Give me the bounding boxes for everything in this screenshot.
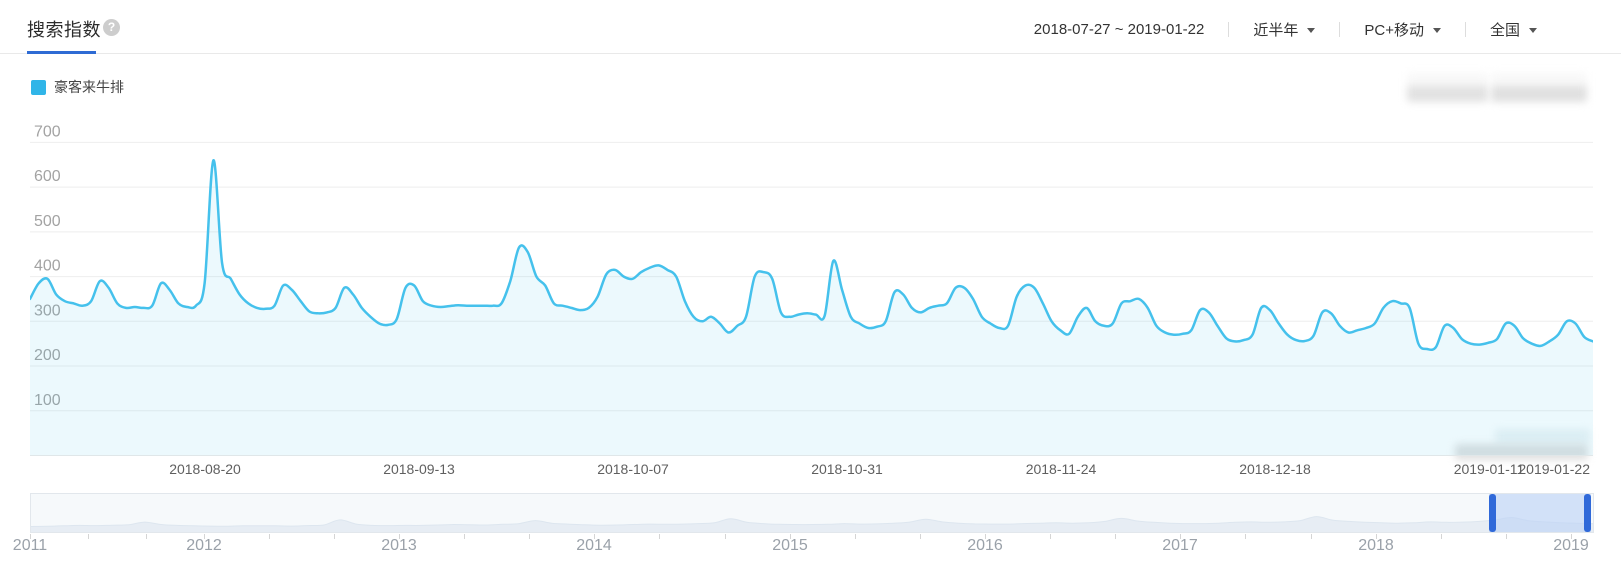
page-title: 搜索指数 [27,20,101,40]
legend-swatch [31,79,46,95]
timeline-year-label: 2011 [12,537,48,554]
brush-handle-right[interactable] [1584,494,1591,532]
chevron-down-icon [1432,28,1441,33]
timeline-tick [1310,534,1312,539]
date-range[interactable]: 2018-07-27 ~ 2019-01-22 [1033,21,1205,38]
filter-controls: 2018-07-27 ~ 2019-01-22 近半年 PC+移动 全国 [1034,19,1537,40]
svg-text:2019-01-22: 2019-01-22 [1518,461,1590,477]
platform-dropdown[interactable]: PC+移动 [1364,19,1441,40]
timeline-tick [1050,534,1051,539]
timeline-tick [1441,534,1442,539]
svg-text:2018-11-24: 2018-11-24 [1026,461,1097,477]
divider [1464,22,1466,37]
timeline-tick [1506,534,1507,539]
timeline-tick [399,534,400,539]
blurred-watermark [1495,429,1590,444]
svg-text:2019-01-11: 2019-01-11 [1454,461,1525,477]
timeline-tick [724,534,726,539]
svg-text:2018-10-07: 2018-10-07 [597,461,669,477]
svg-text:2018-10-31: 2018-10-31 [811,461,883,477]
header-separator [0,53,1621,54]
timeline-year-label: 2013 [381,537,417,554]
svg-text:2018-12-18: 2018-12-18 [1239,461,1311,477]
timeline-tick [146,534,147,539]
timeline-year-label: 2018 [1358,537,1394,554]
chevron-down-icon [1307,28,1316,33]
timeline-tick [269,534,270,539]
platform-label: PC+移动 [1364,22,1424,39]
active-tab-underline [27,51,96,54]
trend-chart-plot-area[interactable] [30,120,1593,456]
divider [1228,22,1230,37]
timeline-tick [1376,534,1377,539]
timeline-slider[interactable] [30,493,1594,533]
timeline-tick [985,534,986,539]
legend-label: 豪客来牛排 [54,79,124,95]
timeline-tick [1245,534,1247,539]
timeline-year-label: 2015 [772,537,808,554]
time-span-dropdown[interactable]: 近半年 [1253,19,1316,40]
timeline-tick [594,534,595,539]
timeline-tick [204,534,205,539]
timeline-tick [30,534,31,539]
blurred-block [1407,73,1488,102]
divider [1339,22,1341,37]
region-dropdown[interactable]: 全国 [1490,19,1537,40]
timeline-tick [529,534,530,539]
brush-handle-left[interactable] [1489,494,1496,532]
region-label: 全国 [1489,22,1520,39]
timeline-tick [920,534,921,539]
timeline-tick [88,534,89,539]
timeline-year-label: 2019 [1553,537,1589,554]
timeline-year-label: 2016 [967,537,1003,554]
legend-item[interactable]: 豪客来牛排 [31,77,124,97]
timeline-tick [790,534,791,539]
svg-text:2018-09-13: 2018-09-13 [383,461,455,477]
timeline-tick [659,534,661,539]
time-span-label: 近半年 [1253,22,1299,39]
timeline-tick [855,534,856,539]
help-icon[interactable]: ? [103,19,120,36]
timeline-tick [1115,534,1116,539]
svg-text:2018-08-20: 2018-08-20 [169,461,241,477]
timeline-year-label: 2012 [186,537,222,554]
timeline-tick [464,534,465,539]
blurred-watermark [1455,444,1588,460]
timeline-selection[interactable] [1489,494,1591,532]
timeline-overview-chart [31,516,1593,532]
timeline-tick [334,534,335,539]
timeline-year-label: 2017 [1162,537,1198,554]
timeline-tick [1180,534,1181,539]
timeline-year-label: 2014 [576,537,612,554]
chevron-down-icon [1529,28,1537,33]
blurred-block [1491,73,1587,102]
timeline-tick [1571,534,1572,539]
